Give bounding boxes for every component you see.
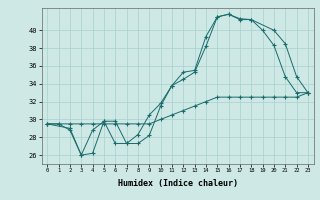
X-axis label: Humidex (Indice chaleur): Humidex (Indice chaleur) xyxy=(118,179,237,188)
